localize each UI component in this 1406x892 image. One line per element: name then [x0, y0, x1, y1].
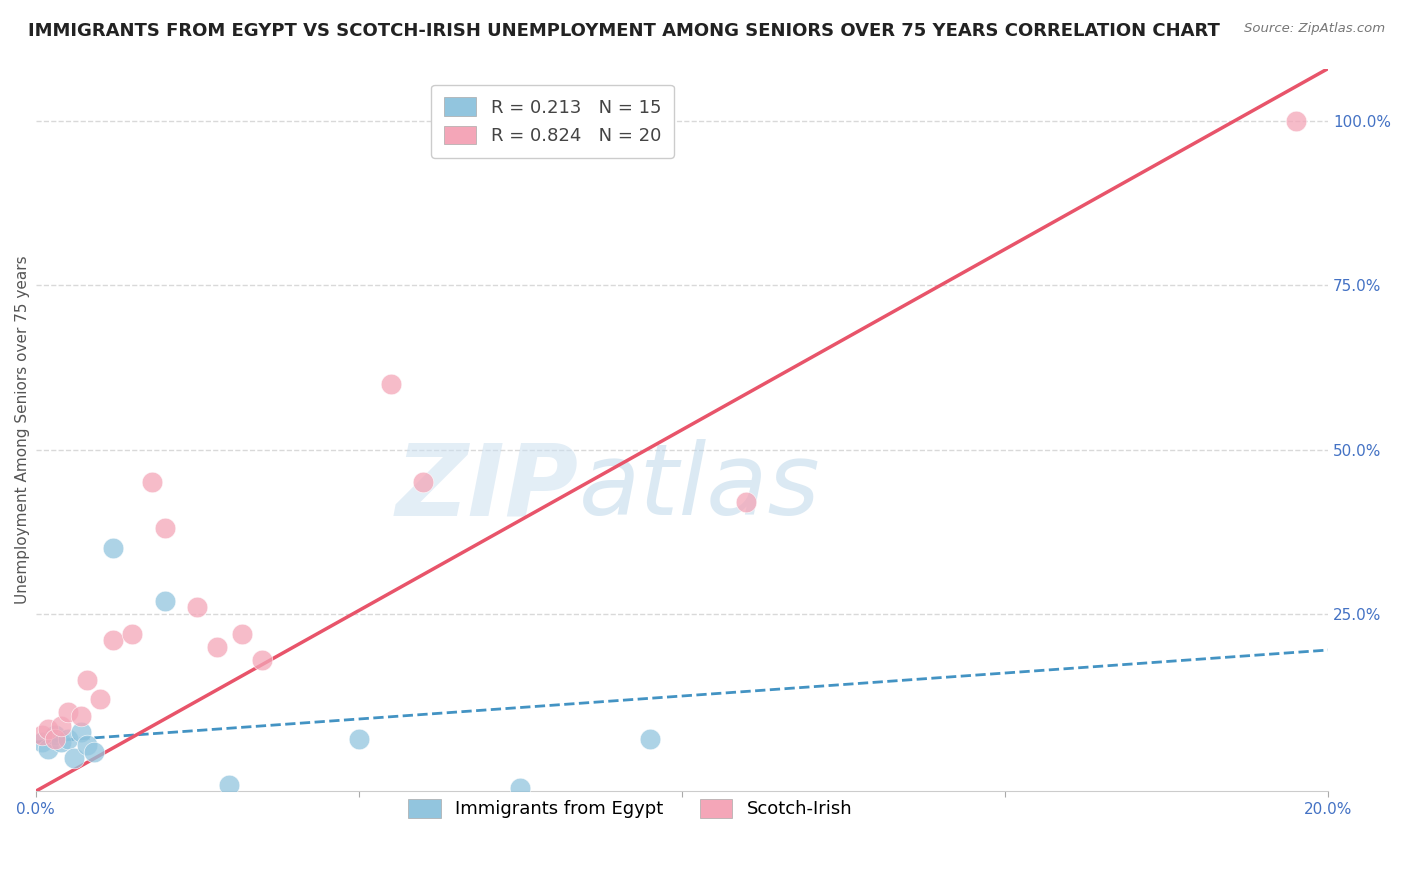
Point	[89, 692, 111, 706]
Point	[56, 731, 79, 746]
Point	[76, 739, 98, 753]
Point	[31, 728, 53, 742]
Point	[101, 633, 124, 648]
Point	[37, 722, 59, 736]
Point	[141, 475, 163, 490]
Point	[638, 731, 661, 746]
Point	[509, 780, 531, 795]
Text: Source: ZipAtlas.com: Source: ZipAtlas.com	[1244, 22, 1385, 36]
Point	[76, 673, 98, 687]
Point	[44, 731, 66, 746]
Point	[205, 640, 228, 654]
Point	[218, 778, 240, 792]
Point	[735, 495, 758, 509]
Point	[69, 725, 91, 739]
Point	[51, 735, 73, 749]
Point	[83, 745, 105, 759]
Point	[347, 731, 370, 746]
Point	[412, 475, 434, 490]
Point	[186, 600, 208, 615]
Point	[153, 521, 176, 535]
Point	[37, 741, 59, 756]
Point	[31, 735, 53, 749]
Point	[51, 718, 73, 732]
Point	[101, 541, 124, 556]
Point	[69, 708, 91, 723]
Text: IMMIGRANTS FROM EGYPT VS SCOTCH-IRISH UNEMPLOYMENT AMONG SENIORS OVER 75 YEARS C: IMMIGRANTS FROM EGYPT VS SCOTCH-IRISH UN…	[28, 22, 1220, 40]
Legend: Immigrants from Egypt, Scotch-Irish: Immigrants from Egypt, Scotch-Irish	[401, 792, 859, 826]
Point	[1285, 114, 1308, 128]
Point	[44, 728, 66, 742]
Point	[56, 706, 79, 720]
Point	[380, 376, 402, 391]
Point	[250, 653, 273, 667]
Point	[153, 593, 176, 607]
Y-axis label: Unemployment Among Seniors over 75 years: Unemployment Among Seniors over 75 years	[15, 256, 30, 604]
Point	[63, 751, 86, 765]
Point	[121, 626, 143, 640]
Point	[231, 626, 253, 640]
Text: ZIP: ZIP	[395, 439, 578, 536]
Text: atlas: atlas	[578, 439, 820, 536]
